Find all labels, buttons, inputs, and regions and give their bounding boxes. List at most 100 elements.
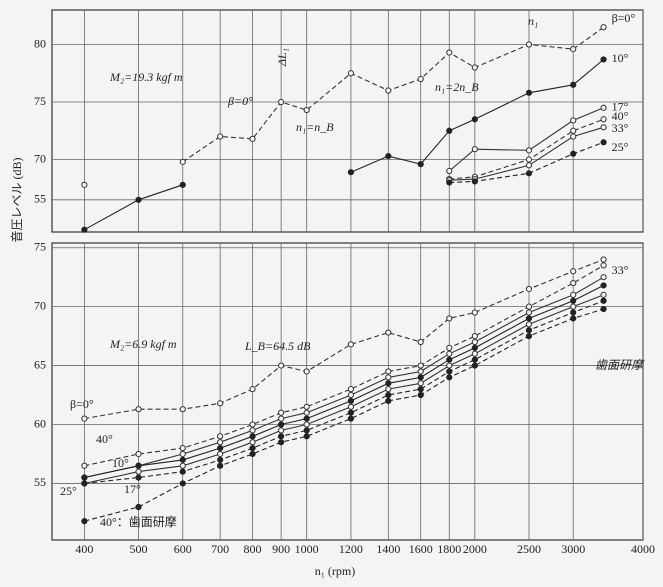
data-point — [600, 139, 607, 146]
data-point — [249, 421, 256, 428]
data-point — [417, 338, 424, 346]
data-point — [525, 156, 533, 163]
data-point — [303, 427, 310, 434]
data-point — [600, 262, 607, 269]
x-tick-label: 2500 — [517, 542, 541, 556]
data-point — [471, 116, 478, 123]
data-point — [347, 397, 355, 405]
data-point — [600, 56, 607, 63]
data-point — [471, 338, 478, 346]
data-point — [135, 196, 142, 203]
data-point — [278, 362, 285, 369]
data-point — [570, 133, 577, 140]
series-label: 40° — [612, 109, 629, 123]
data-point — [471, 146, 478, 153]
y-tick-label: 75 — [34, 94, 46, 108]
data-point — [446, 167, 453, 175]
data-point — [570, 309, 577, 316]
data-point — [303, 415, 310, 422]
data-point — [135, 406, 142, 413]
data-point — [570, 127, 577, 134]
data-point — [446, 362, 453, 369]
data-point — [570, 297, 577, 304]
data-point — [179, 158, 186, 165]
x-tick-label: 800 — [244, 542, 262, 556]
x-tick-label: 3000 — [561, 542, 585, 556]
data-point — [417, 362, 424, 369]
x-tick-label: 1200 — [339, 542, 363, 556]
y-tick-label: 55 — [34, 192, 46, 206]
x-tick-label: 4000 — [631, 542, 655, 556]
data-point — [570, 279, 577, 287]
data-point — [525, 303, 533, 310]
data-point — [525, 321, 533, 328]
data-point — [179, 468, 186, 475]
data-point — [81, 415, 88, 422]
data-point — [471, 344, 478, 351]
data-point — [570, 291, 577, 298]
y-axis-label: 音圧レベル (dB) — [9, 157, 24, 242]
data-point — [417, 386, 424, 393]
annotation: n₁=n_B — [296, 120, 334, 134]
data-point — [525, 41, 533, 48]
data-point — [417, 374, 424, 381]
data-point — [525, 327, 533, 334]
data-point — [81, 480, 88, 487]
data-point — [525, 315, 533, 322]
data-point — [600, 297, 607, 304]
data-point — [278, 427, 285, 434]
data-point — [417, 391, 424, 399]
data-point — [217, 456, 224, 463]
x-tick-label: 2000 — [463, 542, 487, 556]
data-point — [471, 350, 478, 357]
data-point — [249, 427, 256, 434]
data-point — [278, 421, 285, 428]
series-label: 25° — [612, 140, 629, 154]
data-point — [600, 282, 607, 289]
data-point — [278, 98, 285, 106]
data-point — [417, 380, 424, 387]
series-label: 17° — [124, 482, 141, 496]
data-point — [179, 406, 186, 413]
data-point — [446, 368, 453, 375]
data-point — [278, 415, 285, 422]
y-tick-label: 70 — [34, 151, 46, 165]
data-point — [179, 181, 186, 188]
data-point — [446, 179, 453, 186]
x-tick-label: 900 — [272, 542, 290, 556]
data-point — [385, 152, 392, 160]
data-point — [385, 329, 392, 336]
data-point — [446, 356, 453, 363]
series-label: 40°：歯面研摩 — [100, 514, 177, 529]
data-point — [600, 24, 607, 31]
data-point — [347, 386, 355, 393]
data-point — [249, 386, 256, 393]
annotation: n₁=2n_B — [435, 80, 479, 94]
data-point — [179, 456, 186, 463]
data-point — [179, 450, 186, 458]
series-label: β=0° — [612, 11, 636, 25]
annotation: L_B=64.5 dB — [244, 339, 311, 353]
data-point — [385, 374, 392, 381]
data-point — [417, 368, 424, 375]
series-label: 10° — [612, 51, 629, 65]
x-tick-label: 400 — [75, 542, 93, 556]
y-tick-label: 60 — [34, 416, 46, 430]
data-point — [135, 468, 142, 475]
data-point — [135, 503, 142, 511]
data-point — [303, 403, 310, 410]
data-point — [600, 291, 607, 298]
data-point — [303, 421, 310, 428]
series-line — [84, 300, 604, 484]
data-point — [347, 403, 355, 410]
data-point — [347, 415, 355, 422]
data-point — [570, 268, 577, 275]
data-point — [525, 170, 533, 177]
annotation: M₂=6.9 kgf m — [109, 337, 177, 351]
data-point — [570, 46, 577, 53]
data-point — [81, 474, 88, 481]
data-point — [179, 480, 186, 487]
data-point — [417, 161, 424, 168]
